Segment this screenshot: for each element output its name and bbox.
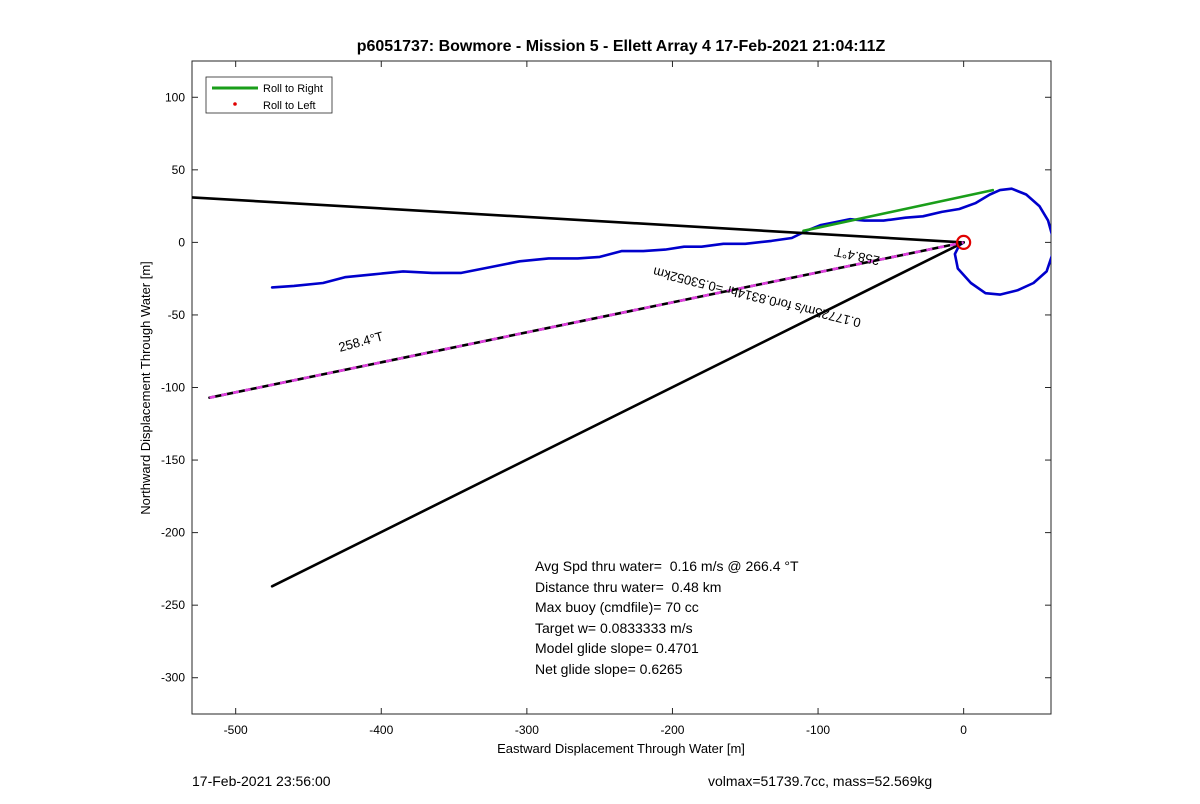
y-axis: 100 50 0 -50 -100 -150 -200 -250 -300 xyxy=(161,90,1051,685)
y-tick-label: 100 xyxy=(165,90,185,104)
stat-distance: Distance thru water= 0.48 km xyxy=(535,579,721,595)
roll-right-line xyxy=(802,188,995,233)
y-tick-label: -150 xyxy=(161,453,185,467)
legend-label-roll-right: Roll to Right xyxy=(263,83,323,95)
stat-target-w: Target w= 0.0833333 m/s xyxy=(535,620,693,636)
chart-title: p6051737: Bowmore - Mission 5 - Ellett A… xyxy=(357,38,886,55)
heading-line-north xyxy=(192,196,965,244)
y-axis-label: Northward Displacement Through Water [m] xyxy=(138,261,153,515)
y-tick-label: -100 xyxy=(161,381,185,395)
y-tick-label: -250 xyxy=(161,598,185,612)
track-line xyxy=(270,187,1051,296)
legend-swatch-roll-left xyxy=(233,102,237,106)
stat-model-glide: Model glide slope= 0.4701 xyxy=(535,640,699,656)
y-tick-label: -300 xyxy=(161,671,185,685)
x-tick-label: -200 xyxy=(660,723,684,737)
x-tick-label: -400 xyxy=(369,723,393,737)
start-marker-circle xyxy=(956,234,972,250)
legend-box xyxy=(205,76,333,114)
legend: Roll to Right Roll to Left xyxy=(205,76,333,114)
y-tick-label: -50 xyxy=(168,308,186,322)
x-tick-label: -100 xyxy=(806,723,830,737)
stats-block: Avg Spd thru water= 0.16 m/s @ 266.4 °T … xyxy=(535,558,799,677)
heading-line-dash-overlay xyxy=(209,241,964,399)
y-tick-label: 50 xyxy=(172,163,186,177)
marker-layer xyxy=(956,234,972,250)
stat-max-buoy: Max buoy (cmdfile)= 70 cc xyxy=(535,599,699,615)
y-tick-label: -200 xyxy=(161,526,185,540)
x-tick-label: 0 xyxy=(960,723,967,737)
stat-avg-speed: Avg Spd thru water= 0.16 m/s @ 266.4 °T xyxy=(535,558,799,574)
x-axis-label: Eastward Displacement Through Water [m] xyxy=(497,741,745,756)
plot-axes-box xyxy=(191,60,1052,715)
x-axis: -500 -400 -300 -200 -100 0 xyxy=(224,61,967,737)
y-tick-label: 0 xyxy=(178,235,185,249)
footer-volmax-mass: volmax=51739.7cc, mass=52.569kg xyxy=(708,773,933,789)
heading-line-south xyxy=(270,241,965,588)
x-tick-label: -300 xyxy=(515,723,539,737)
footer-timestamp: 17-Feb-2021 23:56:00 xyxy=(192,773,331,789)
series-layer xyxy=(192,187,1051,588)
legend-label-roll-left: Roll to Left xyxy=(263,100,316,112)
x-tick-label: -500 xyxy=(224,723,248,737)
stat-net-glide: Net glide slope= 0.6265 xyxy=(535,661,683,677)
